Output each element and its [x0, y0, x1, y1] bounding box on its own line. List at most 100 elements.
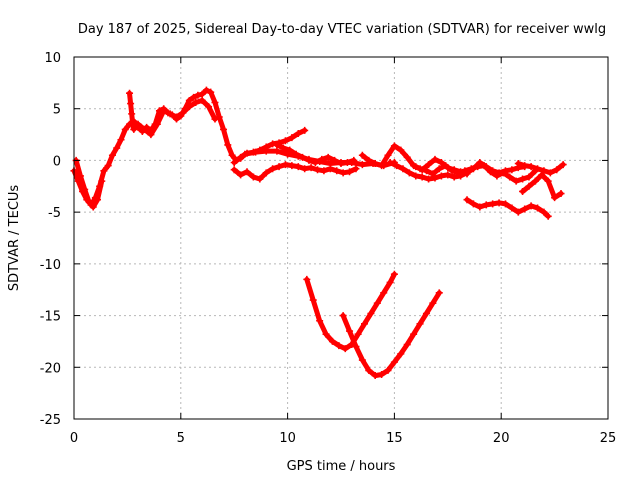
- y-tick-label: 0: [53, 154, 61, 169]
- data-point: [294, 130, 302, 138]
- data-point: [249, 173, 257, 181]
- data-point: [412, 172, 420, 180]
- data-point: [269, 165, 277, 173]
- data-point: [358, 161, 366, 169]
- data-point: [425, 161, 433, 169]
- data-point: [85, 198, 93, 206]
- data-point: [380, 289, 388, 297]
- data-series: [273, 141, 358, 168]
- data-point: [301, 126, 309, 134]
- data-point: [386, 158, 394, 166]
- data-series: [230, 161, 360, 183]
- data-point: [508, 166, 516, 174]
- data-point: [403, 341, 411, 349]
- series-trace: [71, 87, 397, 208]
- data-point: [249, 148, 257, 156]
- data-point: [320, 167, 328, 175]
- data-point: [230, 158, 238, 166]
- data-point: [281, 161, 289, 169]
- data-point: [360, 320, 368, 328]
- x-tick-label: 15: [386, 431, 403, 446]
- data-point: [378, 371, 386, 379]
- data-point: [134, 120, 142, 128]
- data-point: [384, 151, 392, 159]
- data-point: [450, 173, 458, 181]
- data-point: [98, 177, 106, 185]
- data-point: [390, 358, 398, 366]
- data-point: [540, 167, 548, 175]
- data-point: [418, 173, 426, 181]
- data-point: [93, 196, 101, 204]
- data-point: [256, 146, 264, 154]
- data-point: [501, 167, 509, 175]
- data-point: [305, 156, 313, 164]
- data-series: [339, 289, 443, 380]
- data-point: [198, 90, 206, 98]
- data-point: [237, 153, 245, 161]
- data-point: [358, 356, 366, 364]
- data-point: [412, 163, 420, 171]
- data-series: [72, 156, 106, 211]
- x-tick-label: 20: [493, 431, 510, 446]
- data-point: [403, 153, 411, 161]
- data-point: [495, 199, 503, 207]
- data-point: [207, 88, 215, 96]
- data-point: [559, 161, 567, 169]
- axis-ticks: 0 5 10 15 20 25 -25 -20 -15 -10 -5 0 5 10: [40, 51, 617, 446]
- data-point: [553, 166, 561, 174]
- data-point: [495, 169, 503, 177]
- data-point: [378, 162, 386, 170]
- data-point: [273, 147, 281, 155]
- data-series: [126, 89, 138, 133]
- data-point: [525, 182, 533, 190]
- data-point: [288, 162, 296, 170]
- data-point: [220, 125, 228, 133]
- data-series: [70, 86, 398, 209]
- y-tick-label: -15: [40, 310, 61, 325]
- data-point: [416, 320, 424, 328]
- y-tick-label: -25: [40, 413, 61, 428]
- data-point: [390, 142, 398, 150]
- data-point: [288, 134, 296, 142]
- data-point: [104, 162, 112, 170]
- data-point: [311, 158, 319, 166]
- data-point: [108, 151, 116, 159]
- data-point: [262, 143, 270, 151]
- data-point: [450, 166, 458, 174]
- data-point: [179, 109, 187, 117]
- data-point: [371, 372, 379, 380]
- y-tick-label: -10: [40, 258, 61, 273]
- data-point: [237, 171, 245, 179]
- data-point: [521, 162, 529, 170]
- y-axis-label: SDTVAR / TECUs: [7, 185, 22, 292]
- data-point: [463, 196, 471, 204]
- data-point: [501, 200, 509, 208]
- data-point: [121, 125, 129, 133]
- data-point: [281, 137, 289, 145]
- x-axis-label: GPS time / hours: [287, 459, 396, 474]
- data-point: [346, 327, 354, 335]
- data-point: [463, 170, 471, 178]
- data-point: [521, 205, 529, 213]
- data-point: [397, 146, 405, 154]
- data-point: [316, 317, 324, 325]
- data-point: [76, 172, 84, 180]
- data-point: [544, 212, 552, 220]
- data-point: [228, 151, 236, 159]
- data-point: [444, 164, 452, 172]
- data-point: [160, 107, 168, 115]
- data-series: [303, 270, 398, 353]
- data-point: [215, 113, 223, 121]
- data-point: [303, 275, 311, 283]
- data-point: [514, 208, 522, 216]
- data-point: [243, 168, 251, 176]
- data-series: [463, 196, 552, 220]
- data-point: [431, 174, 439, 182]
- data-point: [127, 100, 135, 108]
- data-point: [190, 93, 198, 101]
- data-point: [519, 175, 527, 183]
- data-point: [173, 113, 181, 121]
- data-point: [262, 169, 270, 177]
- y-tick-label: 5: [53, 103, 61, 118]
- data-point: [544, 177, 552, 185]
